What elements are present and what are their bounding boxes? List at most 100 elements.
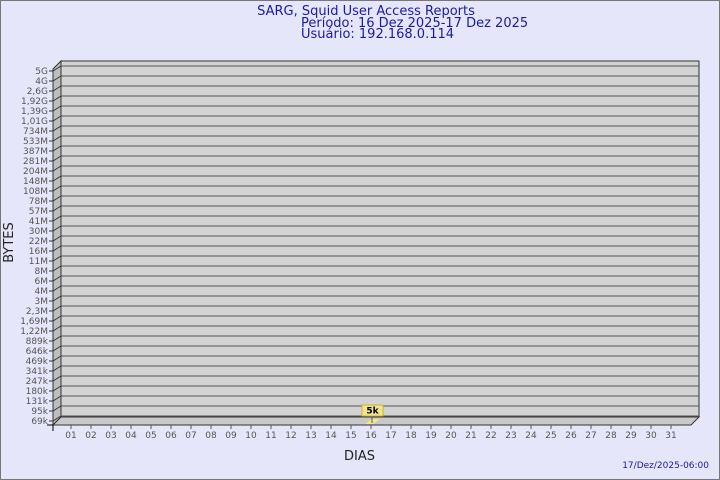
x-tick-label: 04 bbox=[125, 431, 137, 441]
x-tick-label: 30 bbox=[645, 431, 657, 441]
y-tick-label: 180k bbox=[26, 387, 49, 397]
y-tick-label: 2,3M bbox=[26, 307, 48, 317]
gridline-side bbox=[52, 185, 62, 192]
y-tick-label: 2,6G bbox=[27, 87, 48, 97]
gridline-side bbox=[52, 265, 62, 272]
y-tick-label: 108M bbox=[23, 187, 48, 197]
y-tick-label: 204M bbox=[23, 167, 48, 177]
gridline-side bbox=[52, 415, 62, 422]
x-tick-label: 27 bbox=[585, 431, 596, 441]
y-tick-label: 11M bbox=[29, 257, 48, 267]
y-tick-label: 16M bbox=[29, 247, 48, 257]
gridline-side bbox=[52, 105, 62, 112]
x-tick-label: 26 bbox=[565, 431, 577, 441]
x-axis-label: DIAS bbox=[344, 449, 375, 464]
gridline-side bbox=[52, 275, 62, 282]
gridline-side bbox=[52, 305, 62, 312]
gridline-side bbox=[52, 365, 62, 372]
gridline-side bbox=[52, 285, 62, 292]
y-tick-label: 95k bbox=[31, 407, 48, 417]
x-tick-label: 20 bbox=[445, 431, 457, 441]
gridline-side bbox=[52, 295, 62, 302]
y-tick-label: 387M bbox=[23, 147, 48, 157]
x-tick-label: 21 bbox=[465, 431, 476, 441]
gridline-side bbox=[52, 205, 62, 212]
gridline-side bbox=[52, 385, 62, 392]
x-tick-label: 22 bbox=[485, 431, 496, 441]
x-tick-label: 31 bbox=[665, 431, 676, 441]
gridline-side bbox=[52, 85, 62, 92]
y-tick-label: 4G bbox=[35, 77, 48, 87]
y-axis-label: BYTES bbox=[1, 222, 17, 263]
user-label: Usuário: 192.168.0.114 bbox=[301, 27, 455, 42]
y-tick-label: 247k bbox=[26, 377, 49, 387]
gridline-side bbox=[52, 255, 62, 262]
gridline-side bbox=[52, 145, 62, 152]
x-tick-label: 01 bbox=[65, 431, 76, 441]
gridline-side bbox=[52, 235, 62, 242]
x-tick-label: 25 bbox=[545, 431, 556, 441]
x-tick-label: 02 bbox=[85, 431, 96, 441]
gridline-side bbox=[52, 155, 62, 162]
x-tick-label: 10 bbox=[245, 431, 257, 441]
gridline-side bbox=[52, 405, 62, 412]
x-tick-label: 05 bbox=[145, 431, 156, 441]
gridline-side bbox=[52, 215, 62, 222]
gridline-side bbox=[52, 245, 62, 252]
gridline-side bbox=[52, 135, 62, 142]
y-tick-label: 1,92G bbox=[21, 97, 48, 107]
y-tick-label: 1,69M bbox=[20, 317, 48, 327]
y-tick-label: 469k bbox=[26, 357, 49, 367]
x-tick-label: 13 bbox=[305, 431, 316, 441]
y-tick-label: 4M bbox=[35, 287, 49, 297]
y-tick-label: 69k bbox=[31, 417, 48, 427]
y-tick-label: 78M bbox=[29, 197, 48, 207]
y-tick-label: 646k bbox=[26, 347, 49, 357]
y-tick-label: 22M bbox=[29, 237, 48, 247]
back-wall bbox=[60, 60, 700, 418]
x-tick-label: 11 bbox=[265, 431, 276, 441]
y-tick-label: 30M bbox=[29, 227, 48, 237]
x-tick-label: 03 bbox=[105, 431, 116, 441]
y-tick-label: 6M bbox=[35, 277, 49, 287]
y-tick-label: 148M bbox=[23, 177, 48, 187]
y-tick-label: 3M bbox=[35, 297, 49, 307]
gridline-side bbox=[52, 75, 62, 82]
gridline-side bbox=[52, 325, 62, 332]
gridline-side bbox=[52, 175, 62, 182]
x-tick-label: 29 bbox=[625, 431, 637, 441]
gridline-side bbox=[52, 115, 62, 122]
period-label: Período: 16 Dez 2025-17 Dez 2025 bbox=[301, 16, 529, 31]
y-tick-label: 57M bbox=[29, 207, 48, 217]
gridline-side bbox=[52, 345, 62, 352]
gridline-side bbox=[52, 125, 62, 132]
x-tick-label: 28 bbox=[605, 431, 617, 441]
x-tick-label: 08 bbox=[205, 431, 217, 441]
gridline-side bbox=[52, 355, 62, 362]
y-tick-label: 734M bbox=[23, 127, 48, 137]
y-tick-label: 341k bbox=[26, 367, 49, 377]
gridline-side bbox=[52, 95, 62, 102]
chart-title: SARG, Squid User Access Reports bbox=[257, 4, 475, 19]
gridline-side bbox=[52, 315, 62, 322]
gridline-side bbox=[52, 165, 62, 172]
gridline-side bbox=[52, 65, 62, 72]
x-tick-label: 19 bbox=[425, 431, 437, 441]
y-tick-label: 1,22M bbox=[20, 327, 48, 337]
y-tick-label: 8M bbox=[35, 267, 49, 277]
gridline-side bbox=[52, 225, 62, 232]
x-tick-label: 17 bbox=[385, 431, 396, 441]
gridline-side bbox=[52, 335, 62, 342]
y-tick-label: 5G bbox=[35, 67, 48, 77]
y-tick-label: 889k bbox=[26, 337, 49, 347]
x-tick-label: 18 bbox=[405, 431, 417, 441]
x-tick-label: 16 bbox=[365, 431, 377, 441]
y-tick-label: 533M bbox=[23, 137, 48, 147]
y-tick-label: 131k bbox=[26, 397, 49, 407]
x-tick-label: 24 bbox=[525, 431, 537, 441]
y-tick-label: 41M bbox=[29, 217, 48, 227]
y-tick-label: 1,39G bbox=[21, 107, 48, 117]
x-tick-label: 12 bbox=[285, 431, 296, 441]
